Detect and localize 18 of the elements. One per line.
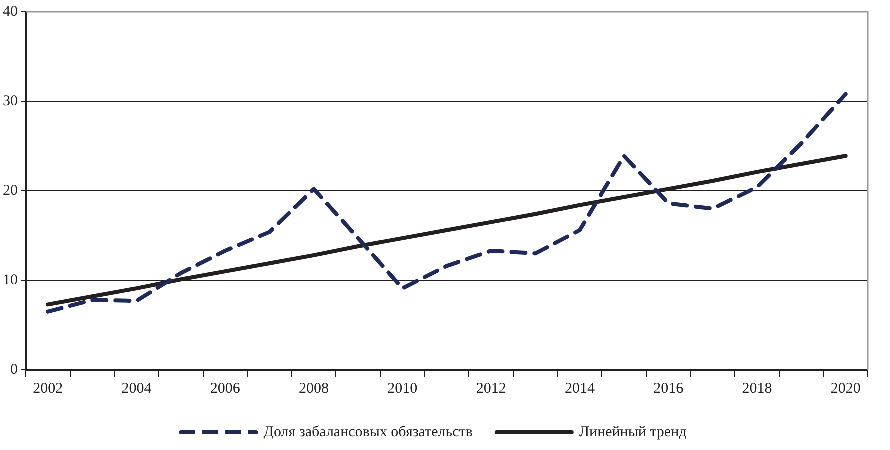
x-tick-label: 2014 (564, 380, 596, 397)
x-tick-label: 2002 (33, 380, 64, 397)
x-tick-label: 2012 (476, 380, 506, 397)
y-tick-label: 30 (3, 93, 18, 110)
y-tick-label: 10 (3, 272, 18, 288)
y-tick-label: 20 (3, 182, 18, 199)
x-tick-label: 2008 (299, 380, 330, 397)
line-series (46, 92, 848, 314)
x-tick-label: 2016 (654, 380, 684, 397)
y-tick-label: 40 (3, 4, 18, 20)
y-tick-label: 0 (10, 362, 18, 378)
x-tick-label: 2006 (210, 380, 241, 397)
x-tick-label: 2020 (830, 380, 861, 397)
x-tick-label: 2018 (742, 380, 772, 397)
legend-label: Доля забалансовых обязательств (264, 424, 473, 440)
legend-label: Линейный тренд (579, 424, 688, 440)
x-tick-label: 2004 (122, 380, 152, 397)
x-tick-label: 2010 (388, 380, 418, 397)
